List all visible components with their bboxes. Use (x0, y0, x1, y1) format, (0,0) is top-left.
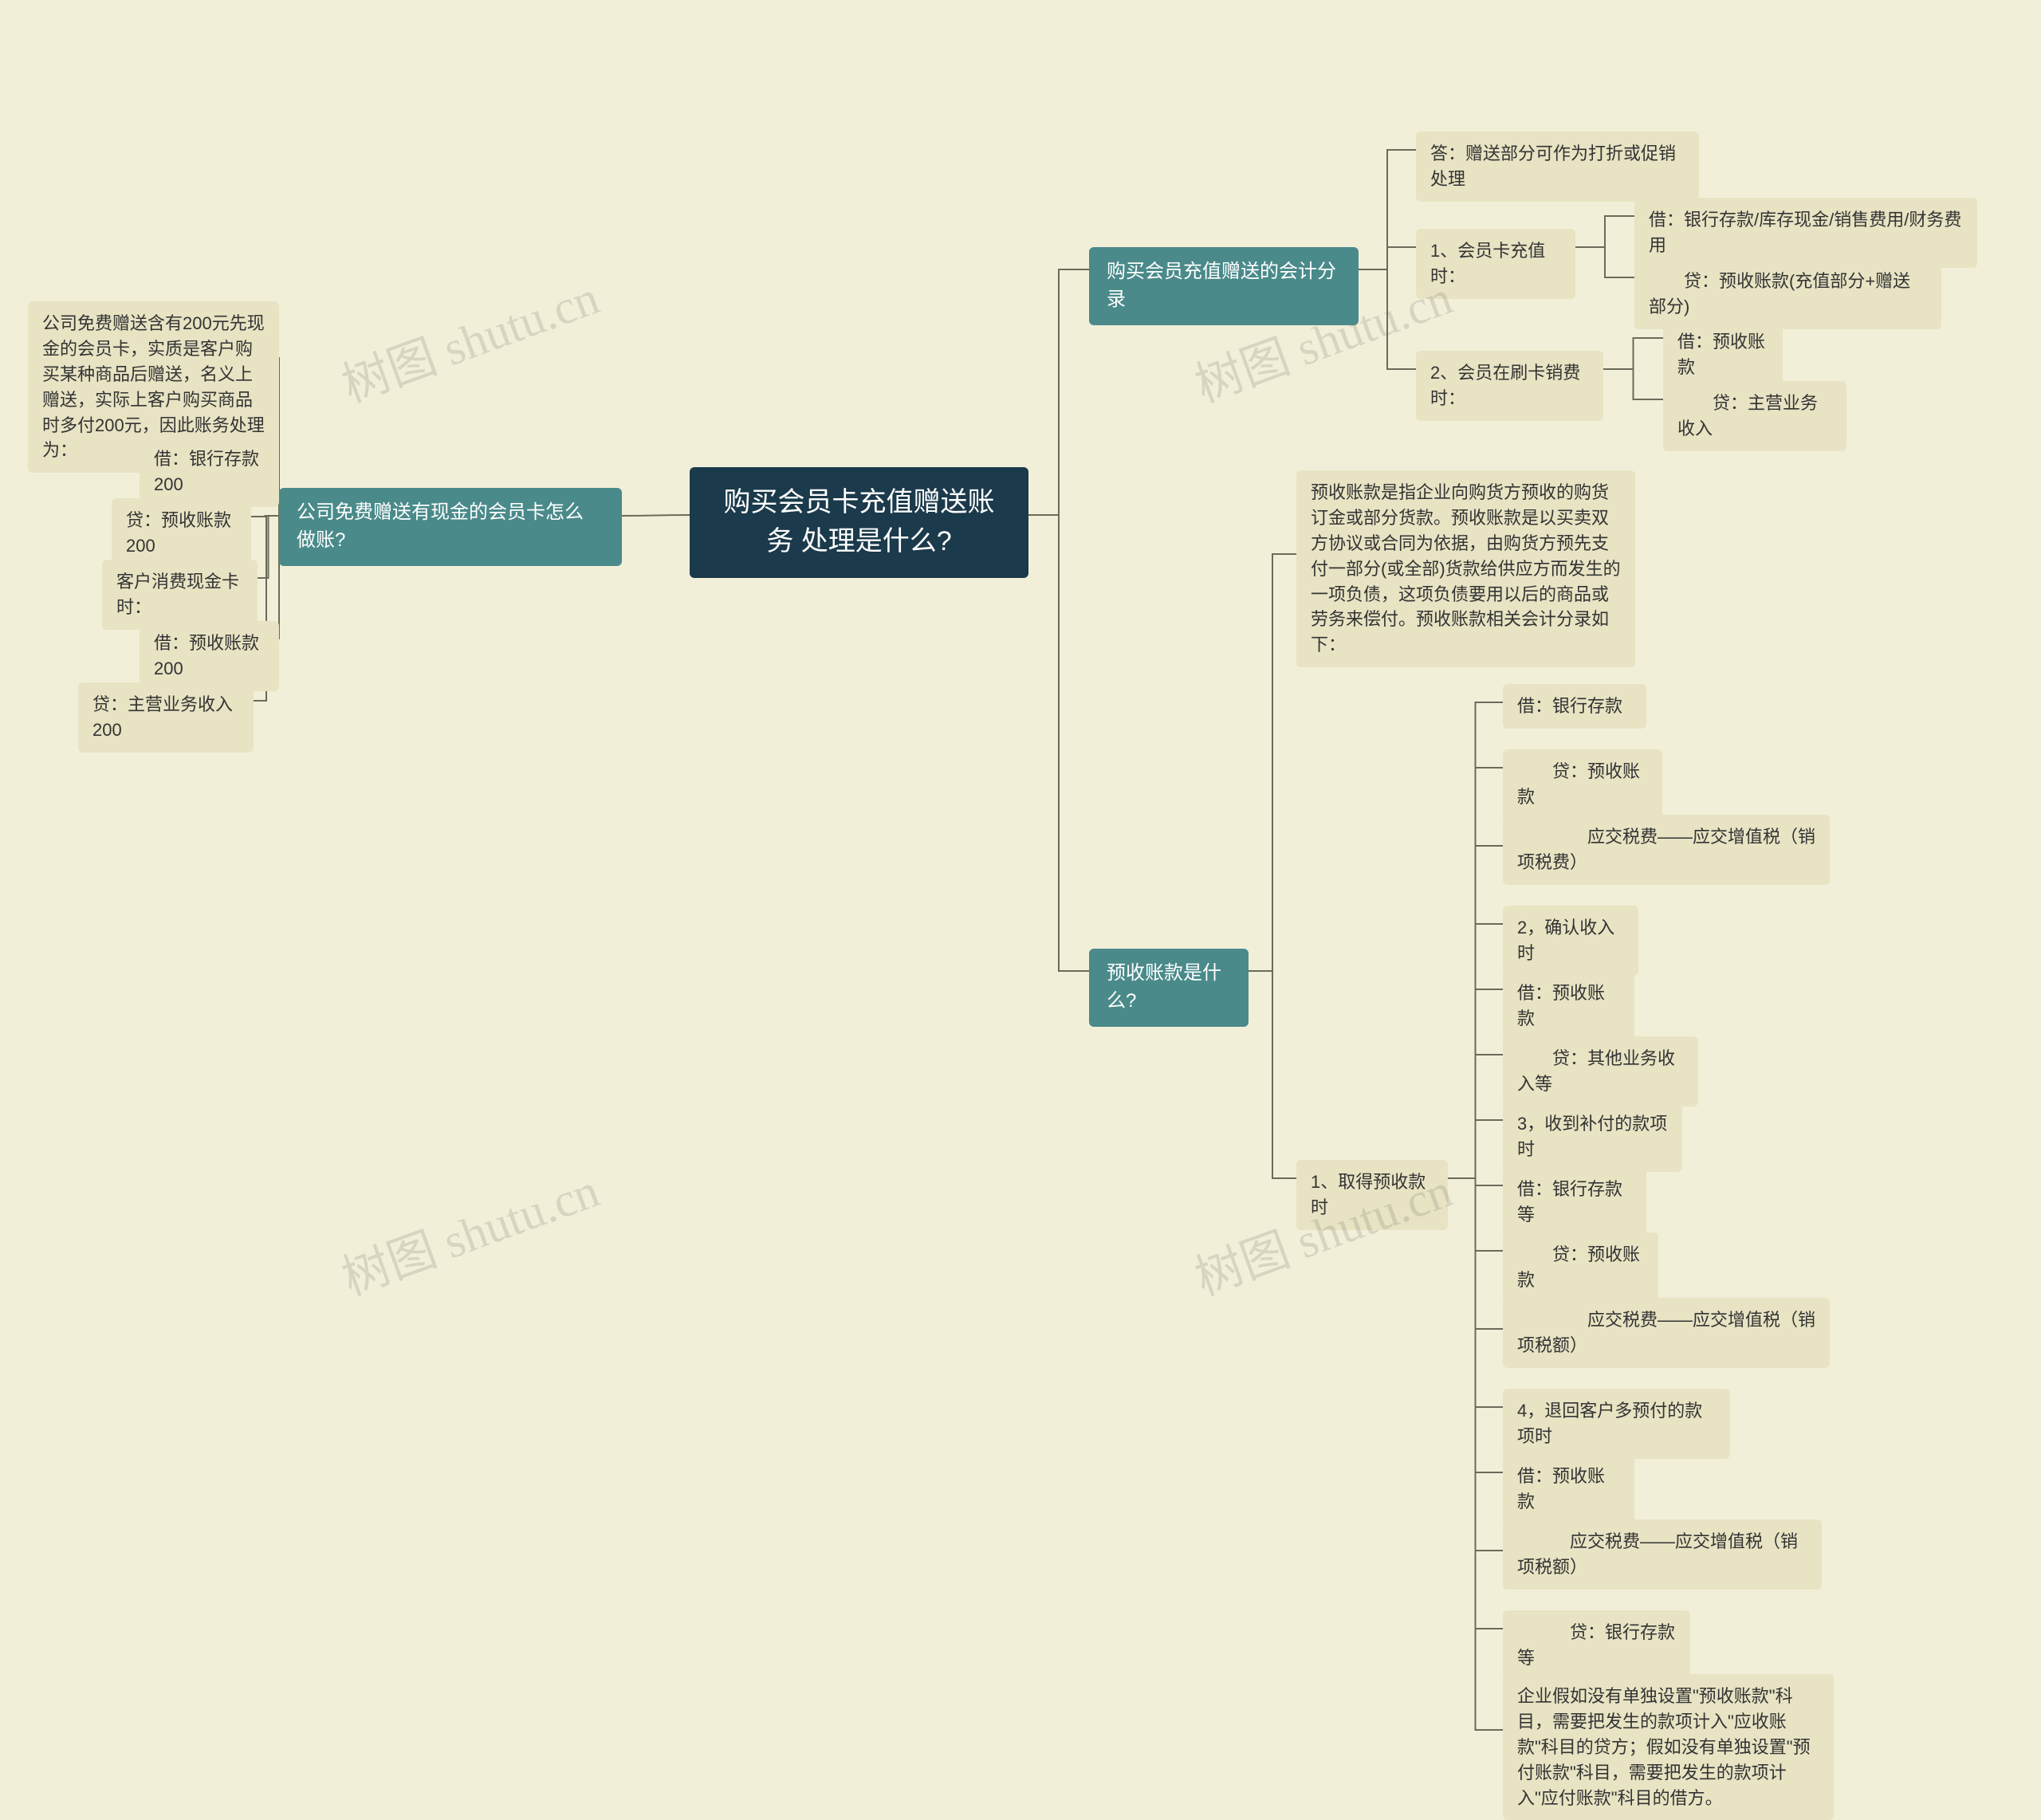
r2-child-1-7: 借：银行存款等 (1503, 1167, 1646, 1237)
r2-child-1-12: 应交税费——应交增值税（销项税额） (1503, 1519, 1822, 1590)
r2-child-1-4: 借：预收账款 (1503, 971, 1634, 1041)
r2-child-1-8: 贷：预收账款 (1503, 1232, 1658, 1303)
r2-child-1-10: 4，退回客户多预付的款项时 (1503, 1389, 1730, 1459)
r1-child-1-1: 贷：预收账款(充值部分+赠送部分) (1634, 259, 1941, 329)
right-branch-2: 预收账款是什么? (1089, 949, 1249, 1027)
r2-child-1-13: 贷：银行存款等 (1503, 1610, 1690, 1680)
watermark-2: 树图 shutu.cn (331, 1152, 607, 1309)
r2-child-1-3: 2，确认收入时 (1503, 906, 1638, 976)
root-node: 购买会员卡充值赠送账务 处理是什么? (690, 467, 1028, 578)
root-text: 购买会员卡充值赠送账务 处理是什么? (714, 483, 1005, 562)
r1-child-0: 答：赠送部分可作为打折或促销处理 (1416, 132, 1699, 202)
left-leaf-4: 借：预收账款 200 (140, 621, 279, 691)
r2-child-1-9: 应交税费——应交增值税（销项税额） (1503, 1298, 1830, 1368)
left-leaf-2: 贷：预收账款 200 (112, 498, 251, 568)
r2-child-1-11: 借：预收账款 (1503, 1454, 1634, 1524)
r2-child-1-2: 应交税费——应交增值税（销项税费） (1503, 815, 1830, 885)
r2-child-1-1: 贷：预收账款 (1503, 749, 1662, 820)
left-leaf-5: 贷：主营业务收入 200 (78, 682, 254, 753)
watermark-0: 树图 shutu.cn (331, 259, 607, 416)
right-branch-1-text: 购买会员充值赠送的会计分录 (1107, 258, 1341, 314)
right-branch-1: 购买会员充值赠送的会计分录 (1089, 247, 1359, 325)
r1-child-2: 2、会员在刷卡销费时： (1416, 351, 1603, 421)
right-branch-2-text: 预收账款是什么? (1107, 960, 1231, 1016)
left-leaf-1: 借：银行存款 200 (140, 437, 279, 507)
left-leaf-3: 客户消费现金卡时： (102, 560, 258, 630)
r2-child-0: 预收账款是指企业向购货方预收的购货订金或部分货款。预收账款是以买卖双方协议或合同… (1296, 470, 1635, 667)
r1-child-1-0: 借：银行存款/库存现金/销售费用/财务费用 (1634, 198, 1977, 268)
left-branch: 公司免费赠送有现金的会员卡怎么 做账? (279, 488, 622, 566)
r2-child-1-0: 借：银行存款 (1503, 684, 1646, 729)
r2-child-1: 1、取得预收款时 (1296, 1160, 1448, 1230)
r1-child-1: 1、会员卡充值时： (1416, 229, 1575, 299)
r1-child-2-0: 借：预收账款 (1663, 320, 1783, 390)
r2-child-1-5: 贷：其他业务收入等 (1503, 1036, 1698, 1107)
left-branch-text: 公司免费赠送有现金的会员卡怎么 做账? (297, 499, 604, 555)
r1-child-2-1: 贷：主营业务收入 (1663, 381, 1846, 451)
r2-child-1-14: 企业假如没有单独设置"预收账款"科目，需要把发生的款项计入"应收账款"科目的贷方… (1503, 1674, 1834, 1820)
r2-child-1-6: 3，收到补付的款项时 (1503, 1102, 1682, 1172)
